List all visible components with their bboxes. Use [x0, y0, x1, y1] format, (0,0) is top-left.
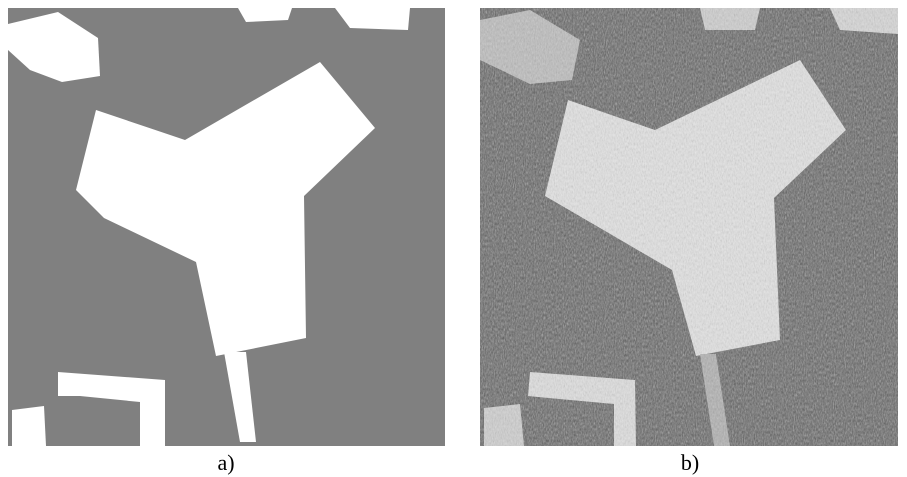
panel-b [480, 8, 898, 446]
figure: a) b) [0, 0, 907, 477]
roof [484, 404, 524, 446]
panel-label: a) [217, 450, 234, 475]
roof [700, 8, 760, 30]
panel-a [8, 8, 445, 446]
panel-label: b) [681, 450, 699, 475]
aerial-image [480, 8, 898, 446]
mask-building [238, 8, 292, 22]
mask-building [12, 406, 46, 446]
